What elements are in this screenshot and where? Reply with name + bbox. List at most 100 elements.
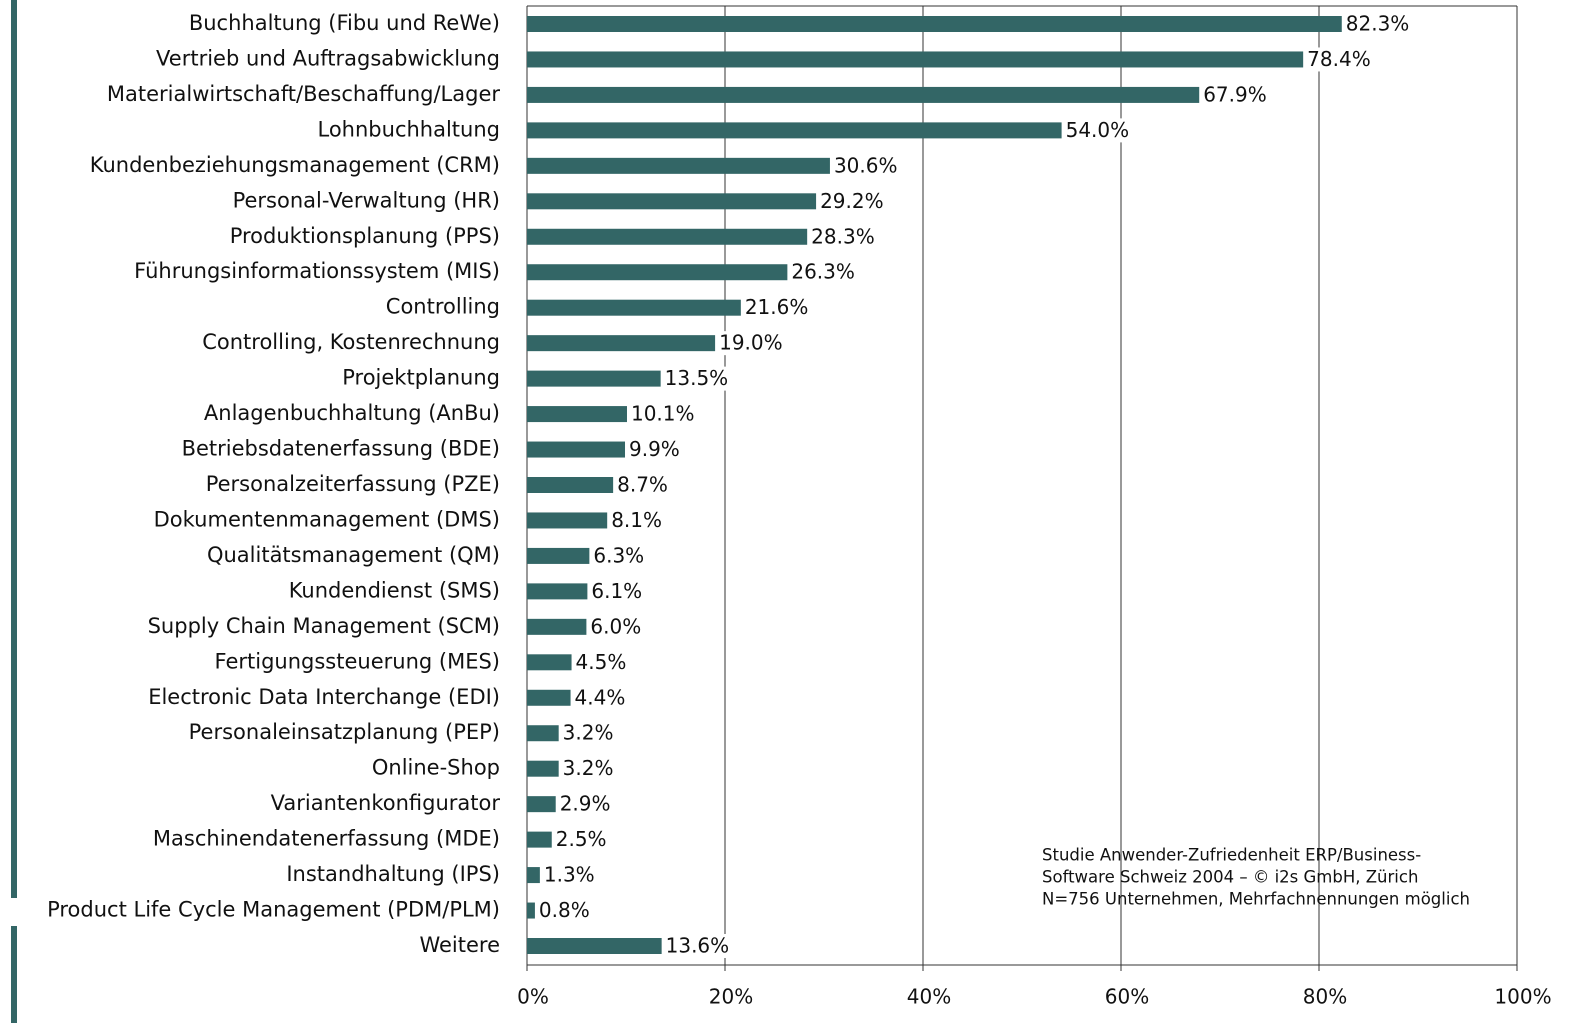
annotation: N=756 Unternehmen, Mehrfachnennungen mög… — [1042, 890, 1470, 909]
label-background — [818, 189, 886, 214]
bar — [527, 441, 626, 458]
bar — [527, 86, 1200, 103]
value-label: 54.0% — [1066, 118, 1130, 142]
category-label: Kundendienst (SMS) — [289, 578, 500, 602]
value-label: 4.5% — [576, 650, 627, 674]
category-label: Supply Chain Management (SCM) — [148, 614, 500, 638]
bar — [527, 689, 571, 706]
bar — [527, 867, 540, 884]
bar — [527, 725, 559, 742]
value-label: 13.6% — [666, 934, 730, 958]
bar — [527, 938, 662, 954]
annotation: Software Schweiz 2004 – © i2s GmbH, Züri… — [1042, 868, 1418, 887]
category-label: Weitere — [419, 933, 500, 957]
label-background — [1063, 118, 1132, 143]
value-label: 3.2% — [563, 756, 614, 780]
value-label: 28.3% — [811, 224, 875, 248]
value-label: 26.3% — [791, 260, 855, 284]
label-background — [831, 153, 900, 178]
category-label: Personaleinsatzplanung (PEP) — [189, 720, 500, 744]
category-label: Materialwirtschaft/Beschaffung/Lager — [107, 82, 500, 106]
value-label: 3.2% — [563, 721, 614, 745]
bar — [527, 193, 817, 210]
label-background — [1343, 12, 1412, 36]
category-label: Electronic Data Interchange (EDI) — [148, 685, 500, 709]
bar — [527, 477, 614, 493]
value-label: 67.9% — [1203, 82, 1267, 106]
category-label: Lohnbuchhaltung — [318, 117, 501, 141]
bar — [527, 16, 1342, 32]
bar — [527, 902, 535, 919]
label-background — [1201, 82, 1269, 107]
label-background — [589, 579, 645, 604]
x-tick-label: 0% — [517, 985, 549, 1009]
label-background — [789, 260, 857, 285]
value-label: 6.3% — [593, 543, 644, 567]
bar — [527, 796, 556, 813]
value-label: 30.6% — [834, 153, 898, 177]
category-label: Vertrieb und Auftragsabwicklung — [156, 46, 500, 70]
value-label: 8.7% — [617, 473, 668, 497]
category-label: Personalzeiterfassung (PZE) — [206, 472, 500, 496]
bar — [527, 406, 627, 423]
category-label: Product Life Cycle Management (PDM/PLM) — [47, 898, 500, 922]
label-background — [573, 650, 629, 675]
x-tick-label: 80% — [1303, 985, 1347, 1009]
label-background — [553, 827, 609, 852]
category-label: Controlling, Kostenrechnung — [202, 330, 500, 354]
bar — [527, 512, 608, 529]
label-background — [591, 543, 647, 568]
label-background — [628, 402, 697, 427]
category-label: Online-Shop — [372, 756, 500, 780]
label-background — [662, 366, 731, 391]
category-label: Führungsinformationssystem (MIS) — [134, 259, 500, 283]
x-tick-label: 40% — [907, 985, 951, 1009]
value-label: 2.5% — [556, 827, 607, 851]
value-label: 8.1% — [611, 508, 662, 532]
label-background — [536, 898, 592, 923]
x-tick-label: 100% — [1494, 985, 1551, 1009]
bar — [527, 654, 572, 671]
x-tick-label: 60% — [1105, 985, 1149, 1009]
bar — [527, 228, 808, 245]
category-label: Instandhaltung (IPS) — [286, 862, 500, 886]
label-background — [627, 437, 682, 462]
value-label: 29.2% — [820, 189, 884, 213]
label-background — [560, 756, 616, 781]
value-label: 0.8% — [539, 898, 590, 922]
label-background — [615, 473, 670, 497]
bar — [527, 370, 661, 387]
category-label: Kundenbeziehungsmanagement (CRM) — [90, 153, 500, 177]
value-label: 78.4% — [1307, 47, 1371, 71]
value-label: 21.6% — [745, 295, 809, 319]
category-label: Betriebsdatenerfassung (BDE) — [182, 437, 500, 461]
value-label: 6.0% — [590, 614, 641, 638]
value-label: 1.3% — [544, 863, 595, 887]
label-background — [663, 934, 732, 958]
label-background — [541, 863, 597, 888]
x-tick-label: 20% — [709, 985, 753, 1009]
category-label: Controlling — [386, 295, 500, 319]
label-background — [560, 721, 616, 746]
bar — [527, 831, 552, 848]
label-background — [1305, 47, 1373, 72]
bar — [527, 51, 1304, 68]
bar — [527, 122, 1062, 139]
category-label: Produktionsplanung (PPS) — [230, 224, 500, 248]
value-label: 10.1% — [631, 402, 695, 426]
bar — [527, 618, 587, 635]
label-background — [717, 331, 785, 356]
bar — [527, 547, 590, 564]
label-background — [742, 295, 811, 320]
decor-bar — [11, 926, 17, 1023]
value-label: 4.4% — [575, 685, 626, 709]
category-label: Buchhaltung (Fibu und ReWe) — [189, 11, 500, 35]
bar — [527, 583, 588, 600]
label-background — [588, 614, 644, 639]
annotation: Studie Anwender-Zufriedenheit ERP/Busine… — [1042, 846, 1421, 865]
label-background — [572, 685, 628, 710]
value-label: 9.9% — [629, 437, 680, 461]
bar — [527, 157, 830, 174]
value-label: 13.5% — [665, 366, 729, 390]
